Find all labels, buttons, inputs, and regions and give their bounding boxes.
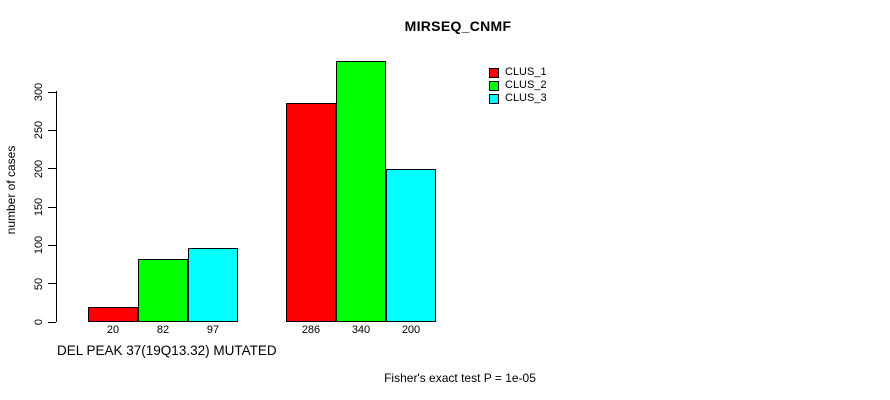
y-tick-mark — [48, 244, 56, 246]
legend-item: CLUS_3 — [489, 92, 547, 105]
legend-swatch — [489, 93, 499, 104]
bar-value-label: 286 — [301, 324, 321, 336]
chart-title: MIRSEQ_CNMF — [404, 18, 512, 34]
y-axis-label: number of cases — [4, 145, 18, 235]
bar-value-label: 340 — [351, 324, 371, 336]
legend-swatch — [489, 80, 499, 91]
legend: CLUS_1 CLUS_2 CLUS_3 — [489, 66, 547, 105]
legend-item: CLUS_2 — [489, 79, 547, 92]
y-tick-label: 200 — [33, 159, 45, 178]
bar-value-label: 97 — [206, 324, 220, 336]
bar-value-label: 20 — [106, 324, 120, 336]
bar — [138, 259, 188, 322]
legend-swatch — [489, 67, 499, 78]
y-tick-mark — [48, 129, 56, 131]
annotation-text: Fisher's exact test P = 1e-05 — [384, 371, 536, 385]
y-tick-mark — [48, 168, 56, 170]
bar — [188, 247, 238, 322]
bar-value-label: 200 — [401, 324, 421, 336]
y-tick-label: 300 — [33, 82, 45, 102]
y-tick-label: 50 — [33, 277, 45, 290]
bar — [88, 306, 138, 322]
y-tick-label: 100 — [33, 236, 45, 255]
legend-item-label: CLUS_2 — [505, 79, 547, 91]
bar — [386, 168, 436, 322]
y-tick-mark — [48, 283, 56, 285]
y-axis-line — [56, 91, 57, 322]
y-tick-mark — [48, 91, 56, 93]
x-axis-label: DEL PEAK 37(19Q13.32) MUTATED — [57, 343, 277, 358]
y-tick-mark — [48, 321, 56, 323]
bar — [336, 61, 386, 322]
bar-value-label: 82 — [156, 324, 170, 336]
legend-item-label: CLUS_3 — [505, 92, 547, 104]
y-tick-label: 250 — [33, 121, 45, 140]
bar — [286, 102, 336, 322]
y-tick-mark — [48, 206, 56, 208]
y-tick-label: 0 — [33, 318, 45, 326]
legend-item-label: CLUS_1 — [505, 66, 547, 78]
y-tick-label: 150 — [33, 197, 45, 217]
legend-item: CLUS_1 — [489, 66, 547, 79]
